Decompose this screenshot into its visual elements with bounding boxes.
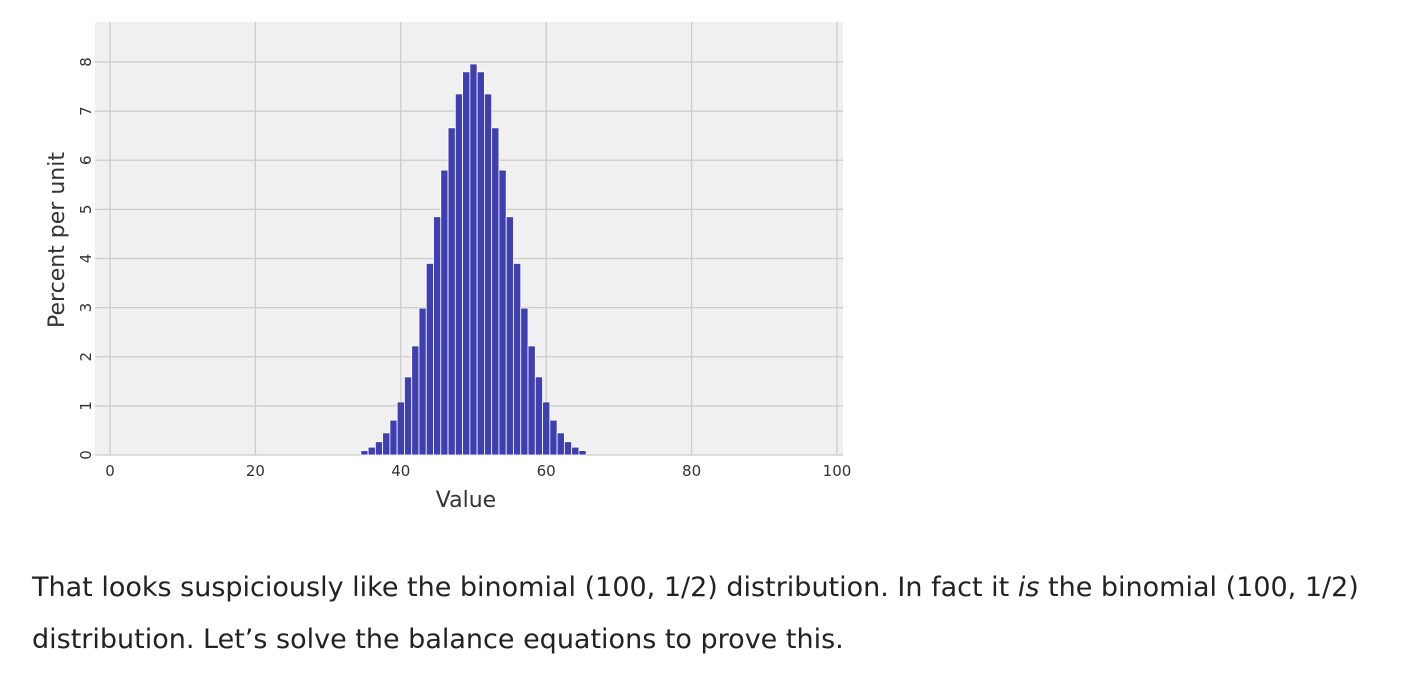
y-tick-label: 6 <box>77 155 95 165</box>
histogram-bar <box>549 419 558 456</box>
histogram-bar <box>454 93 463 456</box>
histogram-bar <box>447 127 456 456</box>
y-tick-label: 2 <box>77 352 95 362</box>
histogram-bar <box>469 63 478 456</box>
x-tick-label: 0 <box>105 462 115 480</box>
histogram-bar <box>425 263 434 456</box>
x-tick-label: 80 <box>682 462 701 480</box>
bars <box>360 63 587 456</box>
paragraph-emphasis: is <box>1017 572 1040 603</box>
histogram-bar <box>513 263 522 456</box>
histogram-bar <box>578 450 587 456</box>
paragraph-text-2: the binomial (100, 1/2) distribution. Le… <box>32 572 1359 655</box>
histogram-bar <box>374 441 384 456</box>
histogram-bar <box>505 216 514 456</box>
paragraph-text-1: That looks suspiciously like the binomia… <box>32 572 1018 603</box>
y-axis-label: Percent per unit <box>45 152 70 328</box>
histogram-bar <box>440 169 449 456</box>
y-tick-label: 7 <box>77 106 95 116</box>
x-axis-label: Value <box>436 488 496 513</box>
histogram-bar <box>396 401 405 456</box>
histogram-bar <box>382 432 391 456</box>
y-tick-label: 5 <box>77 205 95 215</box>
histogram-bar <box>462 71 471 456</box>
histogram-bar <box>520 307 529 456</box>
histogram-bar <box>367 446 376 456</box>
histogram-bar <box>563 441 573 456</box>
y-tick-label: 3 <box>77 303 95 313</box>
histogram-bar <box>418 307 427 456</box>
y-tick-labels: 0 1 2 3 4 5 6 7 8 <box>77 57 95 460</box>
histogram-bar <box>389 419 398 456</box>
y-tick-label: 1 <box>77 401 95 411</box>
x-tick-label: 40 <box>391 462 410 480</box>
histogram-bar <box>556 432 565 456</box>
x-tick-labels: 0 20 40 60 80 100 <box>105 462 851 480</box>
x-tick-label: 20 <box>246 462 265 480</box>
histogram-bar <box>411 345 420 456</box>
body-paragraph: That looks suspiciously like the binomia… <box>32 562 1402 666</box>
histogram-bar <box>433 216 442 456</box>
histogram-bar <box>527 345 536 456</box>
histogram-bar <box>476 71 485 456</box>
histogram-bar <box>404 376 413 456</box>
y-tick-label: 0 <box>77 450 95 460</box>
histogram-bar <box>360 450 369 456</box>
histogram-bar <box>542 401 551 456</box>
x-tick-label: 100 <box>823 462 852 480</box>
histogram-bar <box>484 93 493 456</box>
histogram-bar <box>534 376 543 456</box>
y-tick-label: 4 <box>77 254 95 264</box>
histogram-bar <box>498 169 507 456</box>
x-tick-label: 60 <box>537 462 556 480</box>
histogram-bar <box>571 446 580 456</box>
histogram-bar <box>491 127 500 456</box>
y-tick-label: 8 <box>77 57 95 67</box>
histogram-chart: 0 20 40 60 80 100 0 1 2 3 4 5 6 7 8 Value Percent per… <box>45 22 851 513</box>
